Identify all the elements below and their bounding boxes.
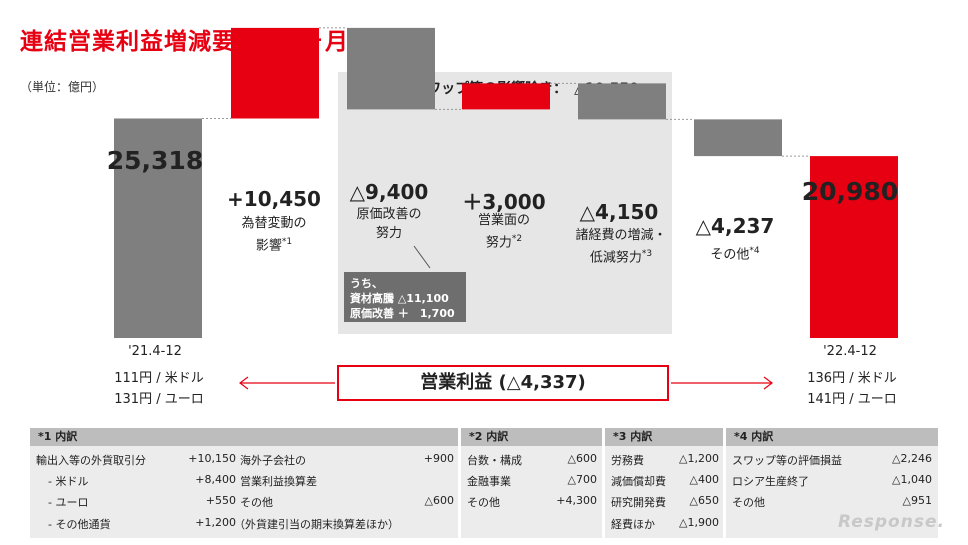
breakdown-2-head: *2 内訳 — [461, 428, 602, 446]
bd1-value: +1,200 — [195, 516, 236, 529]
breakdown-3-head: *3 内訳 — [605, 428, 723, 446]
bd2-value: △600 — [567, 452, 597, 465]
fx-rates-start: 111円 / 米ドル 131円 / ユーロ — [114, 371, 204, 407]
bar-value-start: 25,318 — [106, 146, 204, 175]
bd4-value: △1,040 — [892, 473, 932, 486]
bd3-label: 経費ほか — [611, 518, 655, 531]
bar-value-cost: △9,400 — [349, 180, 429, 204]
bd1-label: - その他通貨 — [48, 518, 111, 531]
bd3-value: △1,200 — [679, 452, 719, 465]
waterfall-bar — [114, 118, 202, 338]
bd1-label: （外貨建引当の期末換算差ほか） — [234, 518, 399, 531]
period-end: '22.4-12 — [823, 344, 877, 359]
waterfall-bar — [810, 156, 898, 338]
bd1-value: +8,400 — [195, 473, 236, 486]
arrow-head — [239, 376, 249, 390]
bd3-label: 労務費 — [611, 454, 644, 467]
bd4-label: スワップ等の評価損益 — [732, 454, 842, 467]
bd2-value: △700 — [567, 473, 597, 486]
bar-value-expenses: △4,150 — [579, 200, 659, 224]
bd1-label: 営業利益換算差 — [240, 475, 317, 488]
bd1-label: - 米ドル — [48, 475, 89, 488]
watermark-logo: Response. — [838, 512, 945, 532]
bd4-value: △951 — [902, 494, 932, 507]
note-pointer — [413, 245, 431, 269]
bd2-value: +4,300 — [556, 494, 597, 507]
bar-value-sales: ＋3,000 — [462, 190, 546, 214]
bd1-value: +550 — [205, 494, 236, 507]
breakdown-1-body: 輸出入等の外貨取引分 +10,150 - 米ドル +8,400 - ユーロ +5… — [30, 446, 458, 538]
bd1-label: 輸出入等の外貨取引分 — [36, 454, 146, 467]
arrow-head — [763, 376, 773, 390]
breakdown-2-body: 台数・構成 △600 金融事業 △700 その他 +4,300 — [461, 446, 602, 538]
bd1-value: +900 — [423, 452, 454, 465]
bd2-label: その他 — [467, 496, 500, 509]
bar-label-sales: 営業面の 努力*2 — [477, 213, 530, 251]
cost-breakdown-note: うち、 資材高騰 △11,100 原価改善 ＋ 1,700 — [344, 272, 466, 322]
waterfall-bar — [231, 27, 319, 119]
waterfall-bar — [694, 119, 782, 157]
bar-label-other: その他*4 — [710, 246, 760, 263]
bd4-value: △2,246 — [892, 452, 932, 465]
operating-profit-change: 営業利益 (△4,337) — [337, 365, 669, 401]
bd3-label: 減価償却費 — [611, 475, 666, 488]
waterfall-bar — [347, 27, 435, 110]
bd1-label: 海外子会社の — [240, 454, 306, 467]
bd1-value: △600 — [424, 494, 454, 507]
bd4-label: その他 — [732, 496, 765, 509]
bar-value-fx: +10,450 — [227, 187, 321, 211]
bd1-label: その他 — [240, 496, 273, 509]
fx-rates-end: 136円 / 米ドル 141円 / ユーロ — [807, 371, 897, 407]
bd3-value: △400 — [689, 473, 719, 486]
bd2-label: 金融事業 — [467, 475, 511, 488]
bd3-value: △650 — [689, 494, 719, 507]
waterfall-bar — [578, 83, 666, 120]
bd4-label: ロシア生産終了 — [732, 475, 809, 488]
bar-label-expenses: 諸経費の増減・ 低減努力*3 — [575, 228, 667, 266]
bar-label-fx: 為替変動の 影響*1 — [241, 216, 307, 254]
period-start: '21.4-12 — [128, 344, 182, 359]
bar-value-other: △4,237 — [695, 214, 775, 238]
breakdown-4-body: スワップ等の評価損益 △2,246 ロシア生産終了 △1,040 その他 △95… — [726, 446, 938, 538]
bar-value-end: 20,980 — [801, 177, 899, 206]
breakdown-4-head: *4 内訳 — [726, 428, 938, 446]
bd1-value: +10,150 — [188, 452, 236, 465]
breakdown-1-head: *1 内訳 — [30, 428, 458, 446]
bar-label-cost: 原価改善の 努力 — [356, 207, 422, 241]
bd3-label: 研究開発費 — [611, 496, 666, 509]
bd1-label: - ユーロ — [48, 496, 89, 509]
unit-label: （単位：億円） — [20, 80, 105, 94]
breakdown-3-body: 労務費 △1,200 減価償却費 △400 研究開発費 △650 経費ほか △1… — [605, 446, 723, 538]
bd2-label: 台数・構成 — [467, 454, 522, 467]
waterfall-bar — [462, 83, 550, 110]
bd3-value: △1,900 — [679, 516, 719, 529]
